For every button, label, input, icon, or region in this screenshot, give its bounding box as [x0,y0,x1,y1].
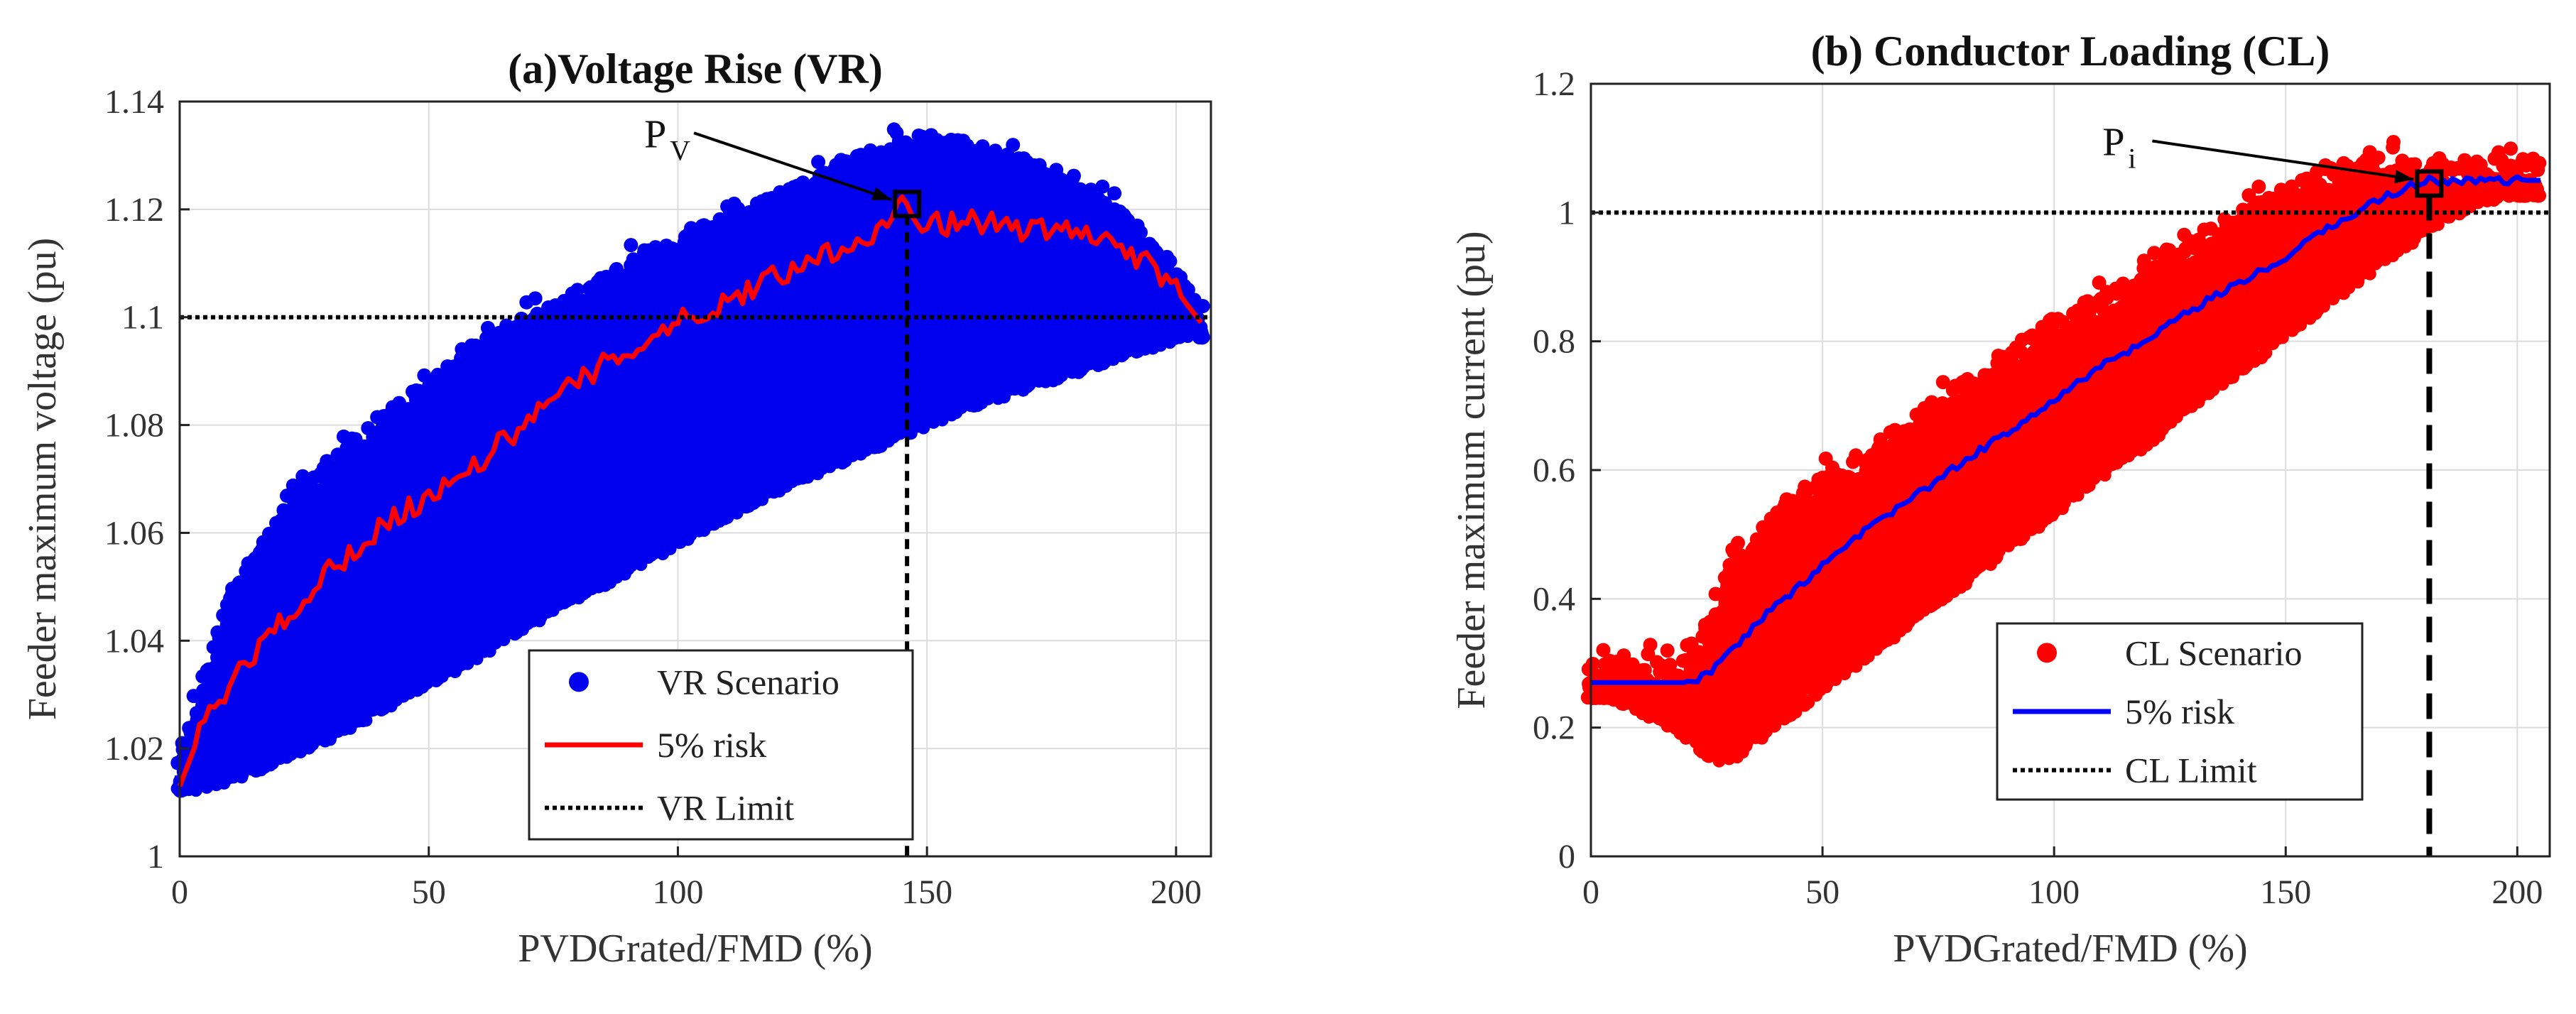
scatter-point [1006,138,1021,153]
chart-title: (a)Voltage Rise (VR) [508,45,883,92]
legend: CL Scenario 5% risk CL Limit [1996,622,2364,801]
scatter-point [2531,182,2544,195]
scatter-point [1730,535,1745,550]
scatter-point [570,283,585,298]
annotation-label: P [644,112,666,156]
x-tick-label: 150 [901,873,952,911]
x-tick-label: 50 [412,873,446,911]
y-tick-label: 1.08 [104,407,164,445]
scatter-point [1133,225,1148,240]
y-tick-label: 1 [1558,194,1575,231]
scatter-point [1163,254,1178,268]
scatter-point [1643,638,1658,653]
scatter-point [889,126,904,141]
y-tick-label: 1.2 [1533,65,1575,103]
y-tick-label: 1.04 [104,622,164,660]
scatter-point [2371,151,2386,165]
scatter-point [1193,299,1208,314]
legend-label-risk: 5% risk [2125,692,2234,731]
legend-label-scatter: VR Scenario [657,662,839,702]
y-tick-label: 0 [1558,838,1575,876]
y-tick-label: 1.12 [104,191,164,229]
scatter-point [2251,179,2266,194]
chart-voltage-rise: (a)Voltage Rise (VR) PVDGrated/FMD (%) F… [21,45,1212,971]
scatter-point [2408,157,2423,172]
y-tick-label: 1 [147,838,164,876]
scatter-point [2527,153,2542,168]
y-tick-label: 0.6 [1533,452,1575,489]
chart-title: (b) Conductor Loading (CL) [1811,28,2330,75]
legend-label-scatter: CL Scenario [2125,633,2302,672]
scatter-point [1095,179,1110,194]
x-tick-label: 200 [2491,873,2543,911]
x-tick-label: 150 [2260,873,2311,911]
y-tick-label: 0.4 [1533,580,1575,618]
scatter-point [1066,168,1081,183]
scatter-series [170,122,1210,798]
legend-label-limit: CL Limit [2125,751,2257,790]
y-tick-label: 1.02 [104,730,164,768]
scatter-point [2386,140,2401,155]
scatter-point [1660,643,1675,658]
annotation-label: P [2102,121,2124,165]
scatter-point [480,320,495,335]
legend-label-risk: 5% risk [657,725,766,765]
x-axis-label: PVDGrated/FMD (%) [1893,927,2247,971]
y-axis-label: Feeder maximum current (pu) [1450,231,1494,709]
x-tick-label: 100 [2028,873,2080,911]
y-tick-label: 1.14 [104,83,164,121]
scatter-point [1107,186,1122,201]
chart-conductor-loading: (b) Conductor Loading (CL) PVDGrated/FMD… [1450,28,2551,971]
scatter-point [811,155,826,170]
legend-label-limit: VR Limit [657,788,794,828]
y-axis-label: Feeder maximum voltage (pu) [21,238,65,721]
x-tick-label: 200 [1151,873,1202,911]
legend-marker-scatter [569,672,589,692]
annotation-subscript: V [670,134,690,166]
x-tick-label: 50 [1805,873,1839,911]
y-tick-label: 1.1 [121,299,164,337]
legend-marker-scatter [2037,643,2057,663]
x-axis-label: PVDGrated/FMD (%) [518,927,872,971]
y-tick-label: 0.2 [1533,709,1575,747]
y-tick-label: 1.06 [104,514,164,552]
legend: VR Scenario 5% risk VR Limit [528,649,914,841]
scatter-point [1195,320,1208,334]
scatter-point [528,291,543,306]
x-tick-label: 0 [1582,873,1599,911]
y-tick-label: 0.8 [1533,323,1575,361]
annotation-subscript: i [2128,143,2136,175]
scatter-point [624,238,638,253]
scatter-point [2504,141,2518,156]
x-tick-label: 0 [171,873,188,911]
x-tick-label: 100 [652,873,703,911]
